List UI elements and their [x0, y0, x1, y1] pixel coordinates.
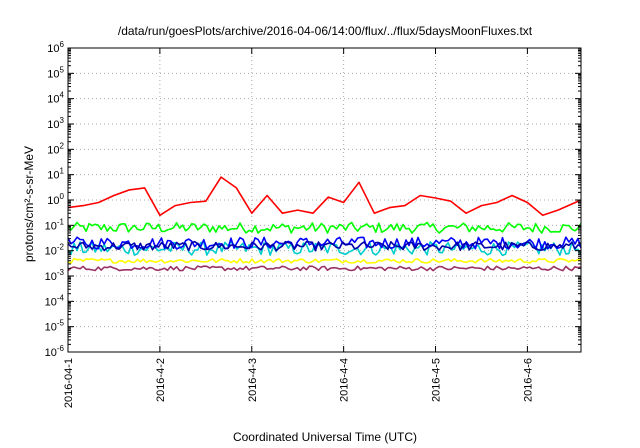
y-tick-label: 106 [47, 40, 64, 55]
x-tick-label: 2016-4-6 [522, 358, 534, 402]
y-tick-label: 105 [47, 65, 64, 80]
series-line-5 [67, 257, 582, 264]
x-tick-label: 2016-4-4 [339, 358, 351, 402]
y-tick-label: 10-5 [45, 319, 65, 334]
x-tick-label: 2016-4-3 [247, 358, 259, 402]
y-tick-label: 102 [47, 141, 64, 156]
y-tick-label: 10-1 [45, 217, 65, 232]
y-axis-label: protons/cm²-s-sr-MeV [22, 146, 36, 262]
x-axis-label: Coordinated Universal Time (UTC) [233, 430, 417, 444]
series-line-0 [67, 176, 582, 217]
y-tick-label: 103 [47, 116, 64, 131]
x-tick-label: 2016-4-2 [155, 358, 167, 402]
x-tick-label: 2016-4-5 [431, 358, 443, 402]
y-tick-label: 10-6 [45, 344, 65, 359]
y-tick-label: 10-3 [45, 268, 65, 283]
y-tick-label: 101 [47, 167, 64, 182]
y-tick-label: 10-4 [45, 293, 65, 308]
y-tick-label: 104 [47, 91, 64, 106]
x-tick-label: 2016-04-1 [63, 358, 75, 408]
series-line-4 [67, 240, 582, 252]
series-line-6 [67, 265, 582, 272]
series-line-3 [67, 236, 582, 250]
series-group [67, 176, 582, 272]
y-tick-label: 100 [47, 192, 64, 207]
ticks: 10-6 10-5 10-4 10-3 10-2 10-1 100 101 102 103 104 1… [45, 40, 581, 408]
y-tick-label: 10-2 [45, 243, 65, 258]
chart-title: /data/run/goesPlots/archive/2016-04-06/1… [118, 24, 533, 38]
series-line-1 [67, 221, 582, 234]
